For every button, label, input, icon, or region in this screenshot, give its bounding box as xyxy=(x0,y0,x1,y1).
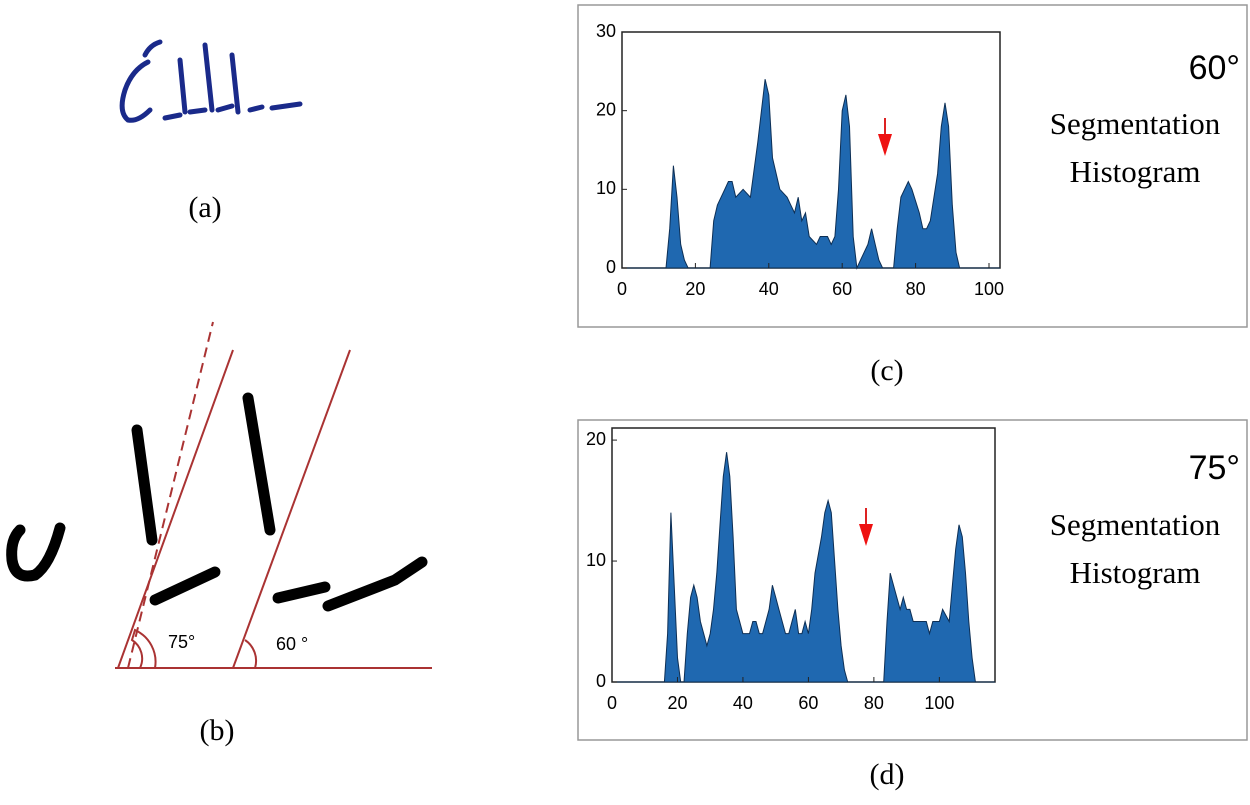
panel-frame xyxy=(577,4,1248,328)
caption: (a) xyxy=(188,191,221,224)
chart-title: Histogram xyxy=(1070,555,1201,590)
chart-title: Histogram xyxy=(1070,154,1201,189)
caption: (d) xyxy=(870,758,905,791)
x-tick-label: 0 xyxy=(617,279,627,299)
angle-label: 60 ° xyxy=(276,634,308,654)
x-tick-label: 100 xyxy=(924,693,954,713)
y-tick-label: 0 xyxy=(596,671,606,691)
y-tick-label: 10 xyxy=(596,178,616,198)
x-tick-label: 60 xyxy=(832,279,852,299)
x-tick-label: 80 xyxy=(906,279,926,299)
x-tick-label: 0 xyxy=(607,693,617,713)
caption: (b) xyxy=(200,714,235,747)
x-tick-label: 40 xyxy=(759,279,779,299)
y-tick-label: 30 xyxy=(596,21,616,41)
y-tick-label: 0 xyxy=(606,257,616,277)
panel-frame xyxy=(577,419,1248,741)
x-tick-label: 20 xyxy=(667,693,687,713)
arrow-head xyxy=(859,524,873,546)
y-tick-label: 10 xyxy=(586,550,606,570)
caption: (c) xyxy=(870,354,903,387)
chart-title: Segmentation xyxy=(1050,507,1221,542)
x-tick-label: 100 xyxy=(974,279,1004,299)
histogram-area xyxy=(622,79,1000,270)
x-tick-label: 20 xyxy=(685,279,705,299)
angle-label: 75° xyxy=(1189,449,1240,487)
chart-title: Segmentation xyxy=(1050,106,1221,141)
histogram-area xyxy=(612,452,995,683)
diagram-b xyxy=(6,321,432,669)
x-tick-label: 40 xyxy=(733,693,753,713)
x-tick-label: 60 xyxy=(798,693,818,713)
angle-label: 75° xyxy=(168,632,195,652)
handwriting-a xyxy=(119,39,303,123)
arrow-head xyxy=(878,134,892,156)
x-tick-label: 80 xyxy=(864,693,884,713)
y-tick-label: 20 xyxy=(586,429,606,449)
angle-label: 60° xyxy=(1189,49,1240,87)
y-tick-label: 20 xyxy=(596,99,616,119)
